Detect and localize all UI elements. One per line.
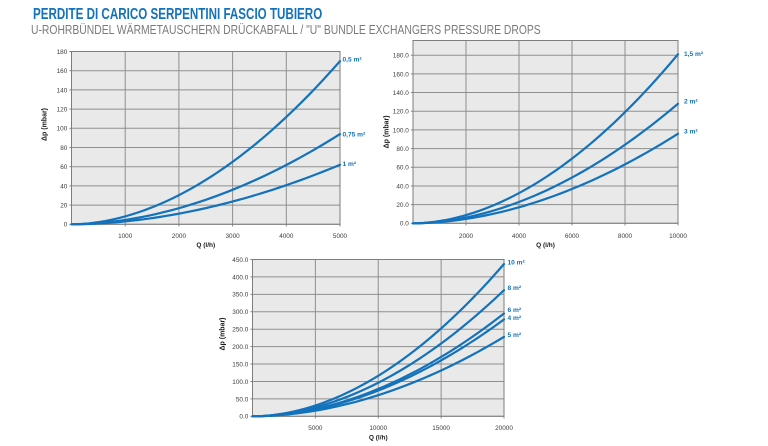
svg-text:1000: 1000 <box>118 233 133 240</box>
svg-text:200.0: 200.0 <box>232 344 248 351</box>
svg-text:180.0: 180.0 <box>393 53 409 60</box>
svg-text:0.0: 0.0 <box>239 414 248 421</box>
svg-text:80: 80 <box>60 145 68 152</box>
svg-text:6000: 6000 <box>565 233 580 240</box>
svg-text:20.0: 20.0 <box>396 202 409 209</box>
svg-text:40: 40 <box>60 183 68 190</box>
svg-text:10 m²: 10 m² <box>508 260 526 267</box>
svg-text:100.0: 100.0 <box>393 127 409 134</box>
svg-text:140.0: 140.0 <box>393 90 409 97</box>
svg-text:Δp (mbar): Δp (mbar) <box>220 317 227 350</box>
svg-text:0,5 m²: 0,5 m² <box>343 57 363 64</box>
svg-text:6 m²: 6 m² <box>508 307 522 314</box>
svg-text:80.0: 80.0 <box>396 146 409 153</box>
svg-text:Q (l/h): Q (l/h) <box>196 242 215 249</box>
svg-text:140: 140 <box>57 87 68 94</box>
svg-text:2000: 2000 <box>459 233 474 240</box>
svg-text:20: 20 <box>60 203 68 210</box>
svg-text:10000: 10000 <box>369 425 387 432</box>
svg-text:4000: 4000 <box>279 233 294 240</box>
svg-text:10000: 10000 <box>669 233 687 240</box>
svg-text:2 m²: 2 m² <box>684 99 698 106</box>
svg-text:0: 0 <box>64 222 68 229</box>
svg-text:450.0: 450.0 <box>232 257 248 264</box>
svg-text:120.0: 120.0 <box>393 109 409 116</box>
svg-text:300.0: 300.0 <box>232 309 248 316</box>
svg-text:250.0: 250.0 <box>232 327 248 334</box>
svg-text:15000: 15000 <box>432 425 450 432</box>
svg-text:40.0: 40.0 <box>396 183 409 190</box>
svg-text:20000: 20000 <box>495 425 513 432</box>
svg-text:120: 120 <box>57 107 68 114</box>
svg-text:1,5 m²: 1,5 m² <box>684 51 704 58</box>
svg-text:50.0: 50.0 <box>236 396 249 403</box>
svg-text:1 m²: 1 m² <box>343 161 357 168</box>
svg-text:160: 160 <box>57 68 68 75</box>
svg-text:4000: 4000 <box>512 233 527 240</box>
svg-text:350.0: 350.0 <box>232 292 248 299</box>
svg-text:60: 60 <box>60 164 68 171</box>
svg-text:3000: 3000 <box>225 233 240 240</box>
svg-text:5000: 5000 <box>333 233 348 240</box>
svg-text:5000: 5000 <box>308 425 323 432</box>
svg-text:0.0: 0.0 <box>400 221 409 228</box>
svg-text:Δp (mbar): Δp (mbar) <box>384 115 391 148</box>
svg-text:4 m²: 4 m² <box>508 315 522 322</box>
svg-text:160.0: 160.0 <box>393 71 409 78</box>
svg-text:5 m²: 5 m² <box>508 332 522 339</box>
svg-text:Q (l/h): Q (l/h) <box>536 242 555 249</box>
svg-text:60.0: 60.0 <box>396 165 409 172</box>
svg-text:0,75 m²: 0,75 m² <box>343 132 367 139</box>
svg-text:180: 180 <box>57 49 68 56</box>
svg-text:8 m²: 8 m² <box>508 285 522 292</box>
svg-text:Q (l/h): Q (l/h) <box>369 435 388 442</box>
svg-text:2000: 2000 <box>172 233 187 240</box>
svg-text:150.0: 150.0 <box>232 361 248 368</box>
svg-text:3 m²: 3 m² <box>684 129 698 136</box>
svg-text:100: 100 <box>57 126 68 133</box>
svg-text:100.0: 100.0 <box>232 379 248 386</box>
svg-text:400.0: 400.0 <box>232 274 248 281</box>
svg-text:Δp (mbar): Δp (mbar) <box>42 108 49 141</box>
svg-text:8000: 8000 <box>618 233 633 240</box>
